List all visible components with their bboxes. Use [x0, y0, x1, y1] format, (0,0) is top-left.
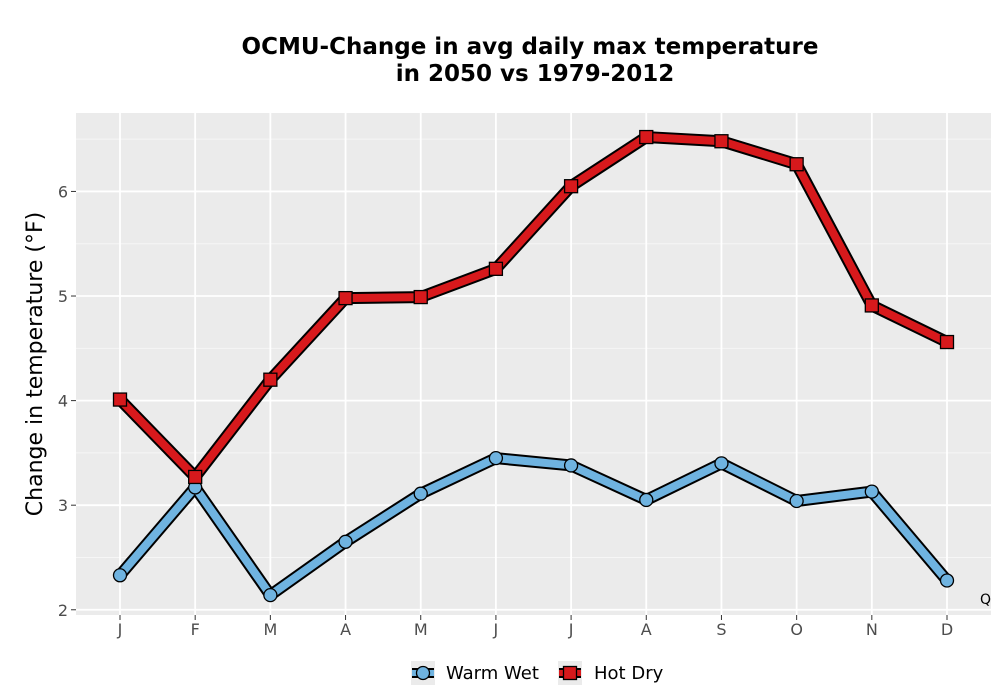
x-tick-label: S [716, 620, 726, 639]
y-tick-label: 4 [58, 392, 68, 411]
data-point [639, 129, 654, 145]
series-hot-dry [112, 129, 955, 485]
data-point [338, 290, 353, 306]
x-tick-label: D [941, 620, 953, 639]
data-point [714, 456, 729, 471]
series-warm-wet [112, 450, 955, 603]
data-point [563, 458, 579, 473]
data-point [488, 450, 504, 466]
data-point [864, 298, 879, 313]
x-tick-label: O [790, 620, 803, 639]
y-tick-label: 3 [58, 496, 68, 515]
x-tick-label: J [568, 620, 574, 639]
x-tick-label: M [263, 620, 277, 639]
x-tick-label: J [117, 620, 123, 639]
series-layer [112, 129, 955, 603]
data-point [188, 469, 203, 485]
chart-title-line1: OCMU-Change in avg daily max temperature [242, 34, 819, 60]
data-point [789, 493, 804, 509]
x-tick-label: J [493, 620, 499, 639]
y-axis-ticks: 2 3 4 5 6 [58, 182, 76, 620]
data-point [639, 492, 654, 508]
data-point [789, 157, 804, 172]
y-tick-label: 2 [58, 601, 68, 620]
gridlines [76, 113, 991, 615]
y-tick-label: 6 [58, 182, 68, 201]
x-tick-label: M [414, 620, 428, 639]
data-point [714, 134, 729, 149]
legend: Warm Wet Hot Dry [411, 661, 664, 685]
series-line [116, 454, 951, 600]
legend-key-marker [562, 665, 578, 681]
y-axis-label: Change in temperature (°F) [23, 212, 48, 516]
legend-label: Warm Wet [446, 663, 539, 684]
y-tick-label: 5 [58, 287, 68, 306]
data-point [112, 392, 128, 407]
data-point [563, 179, 579, 194]
data-point [488, 261, 504, 276]
x-tick-label: N [866, 620, 878, 639]
data-point [939, 334, 955, 350]
legend-key-marker [415, 665, 431, 681]
data-point [263, 587, 278, 603]
data-point [864, 484, 879, 499]
data-point [939, 573, 955, 588]
data-point [413, 289, 428, 305]
data-point [413, 486, 428, 501]
x-tick-label: A [641, 620, 652, 639]
plot-panel [76, 113, 991, 615]
chart-title-line2: in 2050 vs 1979-2012 [396, 61, 675, 87]
x-tick-label: A [340, 620, 351, 639]
corner-label: Q [980, 592, 991, 608]
data-point [338, 534, 353, 549]
data-point [112, 568, 128, 583]
legend-label: Hot Dry [594, 663, 664, 684]
data-point [263, 372, 278, 387]
x-tick-label: F [191, 620, 200, 639]
series-line [116, 133, 951, 481]
